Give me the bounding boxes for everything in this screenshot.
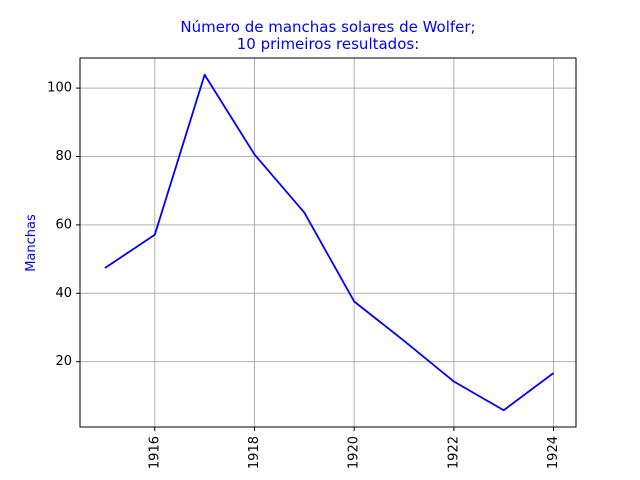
series-line (104, 73, 555, 412)
y-tick-label: 60 (55, 217, 72, 232)
y-tick-label: 100 (47, 81, 72, 96)
y-axis-label: Manchas (24, 214, 39, 272)
x-tick-label: 1924 (546, 436, 561, 469)
axis-ticks: 1916 1918 1920 1922 1924 20 40 60 80 100 (47, 81, 561, 469)
chart-title-line-2: 10 primeiros resultados: (237, 35, 420, 53)
data-series (104, 73, 555, 412)
grid (80, 58, 576, 427)
x-tick-label: 1918 (247, 436, 262, 469)
x-tick-label: 1916 (147, 436, 162, 469)
y-tick-label: 80 (55, 149, 72, 164)
x-tick-label: 1920 (347, 436, 362, 469)
x-tick-label: 1922 (446, 436, 461, 469)
chart-title-line-1: Número de manchas solares de Wolfer; (180, 18, 475, 36)
y-tick-label: 40 (55, 286, 72, 301)
plot-frame (79, 57, 577, 428)
y-tick-label: 20 (55, 354, 72, 369)
